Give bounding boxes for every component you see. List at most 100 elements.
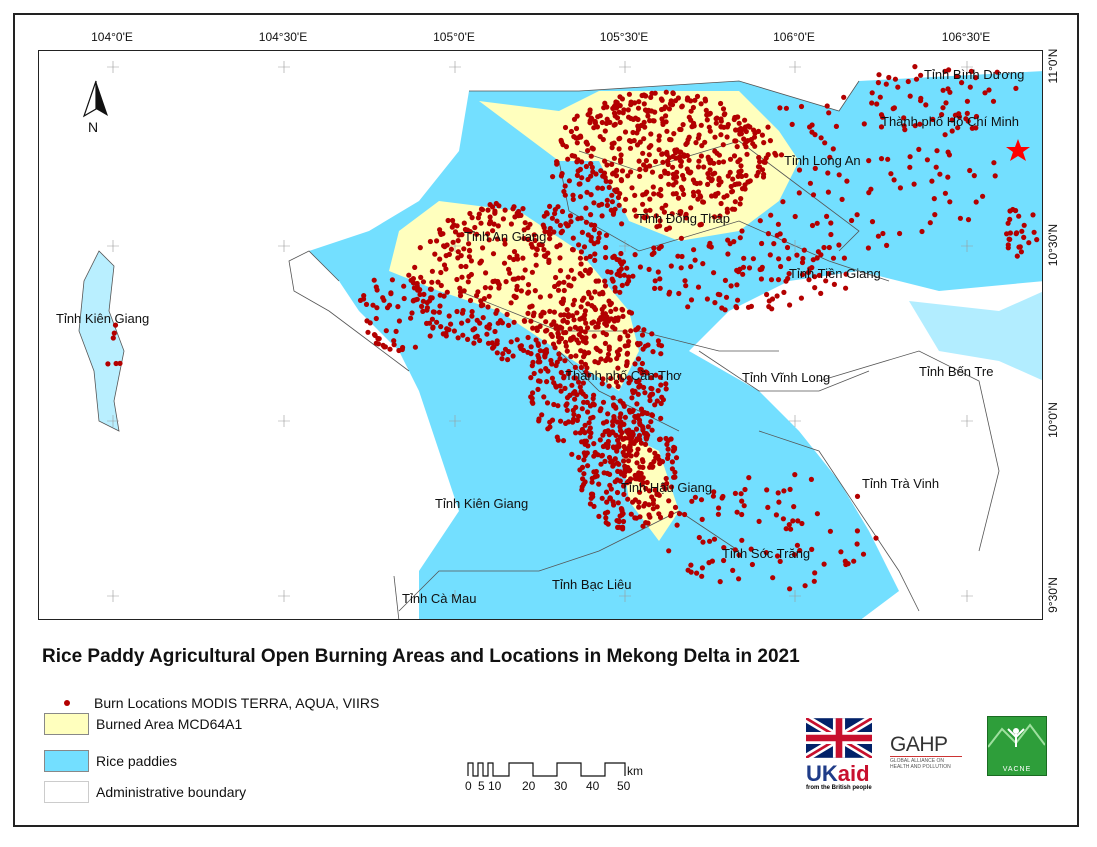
burn-location-point [603, 322, 610, 328]
burn-location-point [600, 376, 606, 382]
burn-location-point [555, 330, 561, 336]
burn-location-point [374, 287, 380, 293]
burn-location-point [656, 436, 663, 443]
burn-location-point [735, 297, 741, 303]
burn-location-point [711, 270, 717, 276]
graticule-cross [107, 590, 119, 602]
burn-location-point [749, 561, 756, 568]
burn-location-point [592, 118, 598, 125]
burn-location-point [500, 351, 506, 357]
burn-location-point [580, 476, 586, 482]
burn-location-point [682, 278, 688, 284]
burn-location-point [634, 460, 640, 466]
map-panel[interactable]: N Tỉnh Bình Dương Thành phố Hồ Chí Minh … [38, 50, 1043, 620]
burn-location-point [964, 110, 970, 116]
burn-location-point [824, 213, 830, 219]
burn-location-point [469, 215, 475, 221]
burn-location-point [596, 230, 603, 236]
burn-location-point [690, 177, 697, 183]
burn-location-point [717, 213, 723, 219]
burn-location-point [570, 235, 576, 241]
burn-location-point [535, 378, 542, 384]
burn-location-point [630, 129, 636, 136]
burn-location-point [507, 254, 513, 260]
burn-location-point [633, 213, 639, 219]
burn-location-point [401, 283, 407, 289]
burn-location-point [637, 489, 643, 495]
burn-location-point [489, 204, 496, 210]
place-label: Tỉnh Trà Vinh [862, 476, 940, 491]
burn-location-point [623, 196, 629, 202]
burn-location-point [567, 337, 574, 343]
burn-location-point [732, 181, 738, 188]
burn-location-point [737, 201, 743, 207]
burn-location-point [632, 361, 638, 367]
burn-location-point [945, 174, 951, 180]
burn-location-point [441, 262, 448, 268]
burn-location-point [727, 169, 733, 175]
burn-location-point [689, 498, 695, 504]
burn-location-point [557, 268, 564, 274]
burn-location-point [839, 196, 845, 202]
burn-location-point [602, 158, 608, 164]
burn-location-point [627, 409, 633, 415]
burn-location-point [438, 269, 444, 276]
burn-location-point [930, 116, 936, 122]
burn-location-point [729, 188, 736, 194]
map-layout-frame [13, 13, 1079, 827]
burn-location-point [794, 252, 800, 258]
burn-location-point [624, 350, 631, 356]
burn-location-point [604, 318, 610, 324]
graticule-cross [619, 240, 631, 252]
burn-location-point [634, 401, 640, 407]
burn-location-point [710, 493, 717, 499]
burn-location-point [734, 282, 740, 288]
burn-location-point [570, 302, 576, 308]
burn-location-point [720, 142, 726, 148]
burn-location-point [617, 336, 623, 342]
burn-location-point [565, 274, 571, 280]
burn-location-point [648, 375, 654, 381]
burn-location-point [781, 488, 787, 494]
burn-location-point [610, 395, 616, 401]
burn-location-point [1007, 230, 1014, 236]
burn-location-point [690, 104, 697, 111]
burn-location-point [695, 164, 702, 170]
burn-location-point [466, 241, 472, 247]
burn-location-point [619, 377, 625, 383]
burn-location-point [578, 304, 584, 310]
burn-location-point [550, 341, 557, 347]
burn-location-point [765, 124, 771, 130]
burn-location-point [506, 266, 512, 272]
burn-location-point [764, 291, 770, 298]
burn-location-point [591, 469, 597, 475]
burn-location-point [474, 333, 480, 339]
burn-location-point [601, 170, 608, 176]
burn-location-point [942, 68, 948, 74]
burn-location-point [691, 193, 697, 199]
legend-label: Administrative boundary [96, 784, 247, 800]
burn-location-point [730, 567, 736, 574]
burn-location-point [622, 329, 628, 335]
burn-location-point [441, 293, 447, 299]
burn-location-point [632, 388, 638, 394]
scale-label: 50 [617, 779, 631, 793]
burn-location-point [621, 272, 627, 278]
burn-location-point [622, 435, 628, 441]
burn-location-point [611, 110, 618, 116]
map-canvas [78, 61, 1042, 619]
burn-location-point [575, 157, 581, 163]
graticule-cross [449, 590, 461, 602]
burn-location-point [785, 275, 791, 282]
burn-location-point [588, 415, 594, 421]
burn-location-point [709, 193, 715, 199]
burn-location-point [608, 308, 614, 314]
burn-location-point [650, 349, 656, 355]
burn-location-point [570, 196, 576, 202]
burn-location-point [724, 206, 730, 212]
burn-location-point [563, 221, 569, 227]
burn-location-point [849, 217, 855, 224]
burn-location-point [783, 105, 790, 111]
burn-location-point [534, 246, 540, 252]
burn-location-point [632, 476, 639, 482]
